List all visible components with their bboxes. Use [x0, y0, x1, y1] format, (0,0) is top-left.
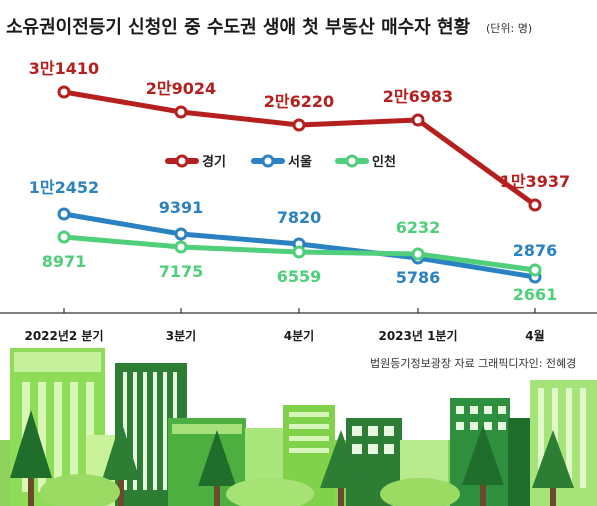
- x-tick-label-3: 2023년 1분기: [378, 328, 457, 343]
- data-label-incheon-3: 6232: [396, 218, 441, 237]
- data-label-gyeonggi-2: 2만6220: [264, 92, 334, 111]
- point-incheon-2: [292, 245, 306, 259]
- data-label-gyeonggi-0: 3만1410: [29, 59, 99, 78]
- series-lines: [57, 85, 542, 284]
- point-gyeonggi-4: [528, 198, 542, 212]
- data-label-seoul-0: 1만2452: [29, 178, 99, 197]
- point-incheon-4: [528, 263, 542, 277]
- data-label-incheon-0: 8971: [42, 252, 87, 271]
- legend-item-gyeonggi: 경기: [165, 154, 226, 170]
- x-tick-label-4: 4월: [525, 328, 544, 343]
- legend-marker-seoul: [261, 154, 275, 168]
- chart-title: 소유권이전등기 신청인 중 수도권 생애 첫 부동산 매수자 현황: [6, 17, 471, 38]
- x-tick-label-0: 2022년2 분기: [24, 328, 103, 343]
- data-label-incheon-4: 2661: [513, 285, 558, 304]
- data-label-seoul-3: 5786: [396, 268, 441, 287]
- point-seoul-1: [174, 227, 188, 241]
- data-label-gyeonggi-4: 1만3937: [500, 172, 570, 191]
- point-incheon-0: [57, 230, 71, 244]
- point-gyeonggi-3: [411, 113, 425, 127]
- point-seoul-0: [57, 207, 71, 221]
- trees: [10, 410, 574, 506]
- unit-label: (단위: 명): [486, 22, 532, 35]
- point-incheon-1: [174, 240, 188, 254]
- data-label-gyeonggi-3: 2만6983: [383, 87, 453, 106]
- legend-item-incheon: 인천: [335, 154, 396, 170]
- legend-marker-incheon: [345, 154, 359, 168]
- point-gyeonggi-2: [292, 118, 306, 132]
- legend-label-gyeonggi: 경기: [202, 154, 226, 170]
- legend-label-seoul: 서울: [288, 154, 312, 170]
- city-illustration: [0, 348, 597, 506]
- data-label-seoul-4: 2876: [513, 241, 558, 260]
- credit-note: 그래픽디자인: 전혜경: [478, 357, 576, 370]
- legend-marker-gyeonggi: [175, 154, 189, 168]
- legend-label-incheon: 인천: [372, 154, 396, 170]
- point-gyeonggi-0: [57, 85, 71, 99]
- x-axis-ticks: 2022년2 분기 3분기 4분기 2023년 1분기 4월: [24, 308, 545, 343]
- x-tick-label-2: 4분기: [284, 328, 314, 343]
- data-label-gyeonggi-1: 2만9024: [146, 79, 216, 98]
- data-label-seoul-2: 7820: [277, 208, 322, 227]
- point-gyeonggi-1: [174, 105, 188, 119]
- value-labels: 3만1410 2만9024 2만6220 2만6983 1만3937 1만2452 9391…: [29, 59, 570, 304]
- legend: 경기 서울 인천: [165, 154, 396, 170]
- legend-item-seoul: 서울: [251, 154, 312, 170]
- data-label-incheon-2: 6559: [277, 267, 322, 286]
- source-note: 법원등기정보광장 자료: [370, 357, 475, 370]
- x-tick-label-1: 3분기: [166, 328, 196, 343]
- point-incheon-3: [411, 247, 425, 261]
- data-label-incheon-1: 7175: [159, 262, 204, 281]
- data-label-seoul-1: 9391: [159, 198, 204, 217]
